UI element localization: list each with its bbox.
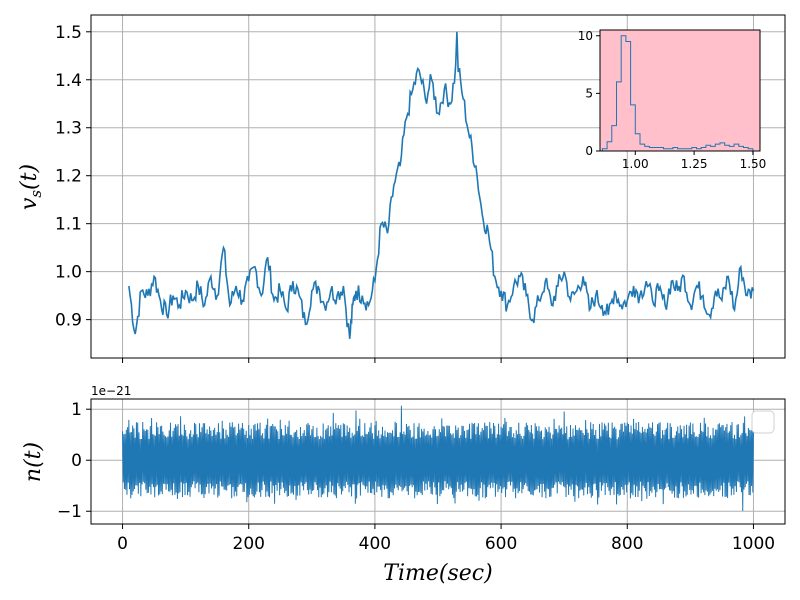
bottom-x-tick-label: 600 [485, 534, 517, 554]
top-y-tick-label: 1.2 [55, 167, 82, 187]
top-series-line [128, 31, 755, 339]
bottom-x-axis-label: Time(sec) [383, 561, 492, 586]
bottom-y-tick-label: −1 [57, 502, 82, 522]
inset-axes: 1.00 1.25 1.50 0 5 10 [578, 29, 767, 171]
bottom-offset-label: 1e−21 [91, 384, 131, 398]
inset-y-tick-label: 10 [578, 29, 593, 43]
inset-x-tick-label: 1.00 [622, 157, 649, 171]
top-y-tick-label: 1.5 [55, 23, 82, 43]
inset-frame [599, 29, 761, 152]
bottom-x-tick-label: 0 [117, 534, 128, 554]
top-y-axis-label: vs(t) [17, 164, 45, 210]
inset-y-tick-label: 0 [585, 144, 593, 158]
inset-y-tick-label: 5 [585, 86, 593, 100]
top-y-tick-label: 1.3 [55, 119, 82, 139]
bottom-frame [90, 398, 786, 525]
inset-x-tick-label: 1.25 [681, 157, 708, 171]
bottom-legend-box [751, 410, 775, 434]
top-y-ticks: 0.9 1.0 1.1 1.2 1.3 1.4 1.5 [55, 23, 91, 331]
bottom-y-ticks: −1 0 1 [57, 400, 91, 522]
inset-histogram-outline [601, 35, 754, 151]
top-x-ticks [122, 358, 754, 363]
bottom-x-tick-label: 200 [233, 534, 265, 554]
inset-x-ticks: 1.00 1.25 1.50 [622, 151, 766, 171]
bottom-axes: 0 200 400 600 800 1000 −1 0 1 1e−21 n(t) Time(s… [21, 384, 786, 586]
bottom-x-tick-label: 400 [359, 534, 391, 554]
bottom-y-tick-label: 0 [71, 451, 82, 471]
inset-x-tick-label: 1.50 [740, 157, 767, 171]
top-y-tick-label: 1.1 [55, 215, 82, 235]
top-y-tick-label: 1.4 [55, 71, 82, 91]
bottom-series-noise [122, 405, 754, 512]
bottom-y-axis-label: n(t) [21, 442, 46, 482]
bottom-x-ticks: 0 200 400 600 800 1000 [117, 524, 775, 554]
top-frame [90, 14, 786, 359]
bottom-y-tick-label: 1 [71, 400, 82, 420]
inset-y-ticks: 0 5 10 [578, 29, 600, 158]
inset-background [600, 30, 760, 151]
top-y-tick-label: 0.9 [55, 311, 82, 331]
bottom-x-tick-label: 800 [611, 534, 643, 554]
bottom-x-tick-label: 1000 [732, 534, 775, 554]
top-y-tick-label: 1.0 [55, 263, 82, 283]
